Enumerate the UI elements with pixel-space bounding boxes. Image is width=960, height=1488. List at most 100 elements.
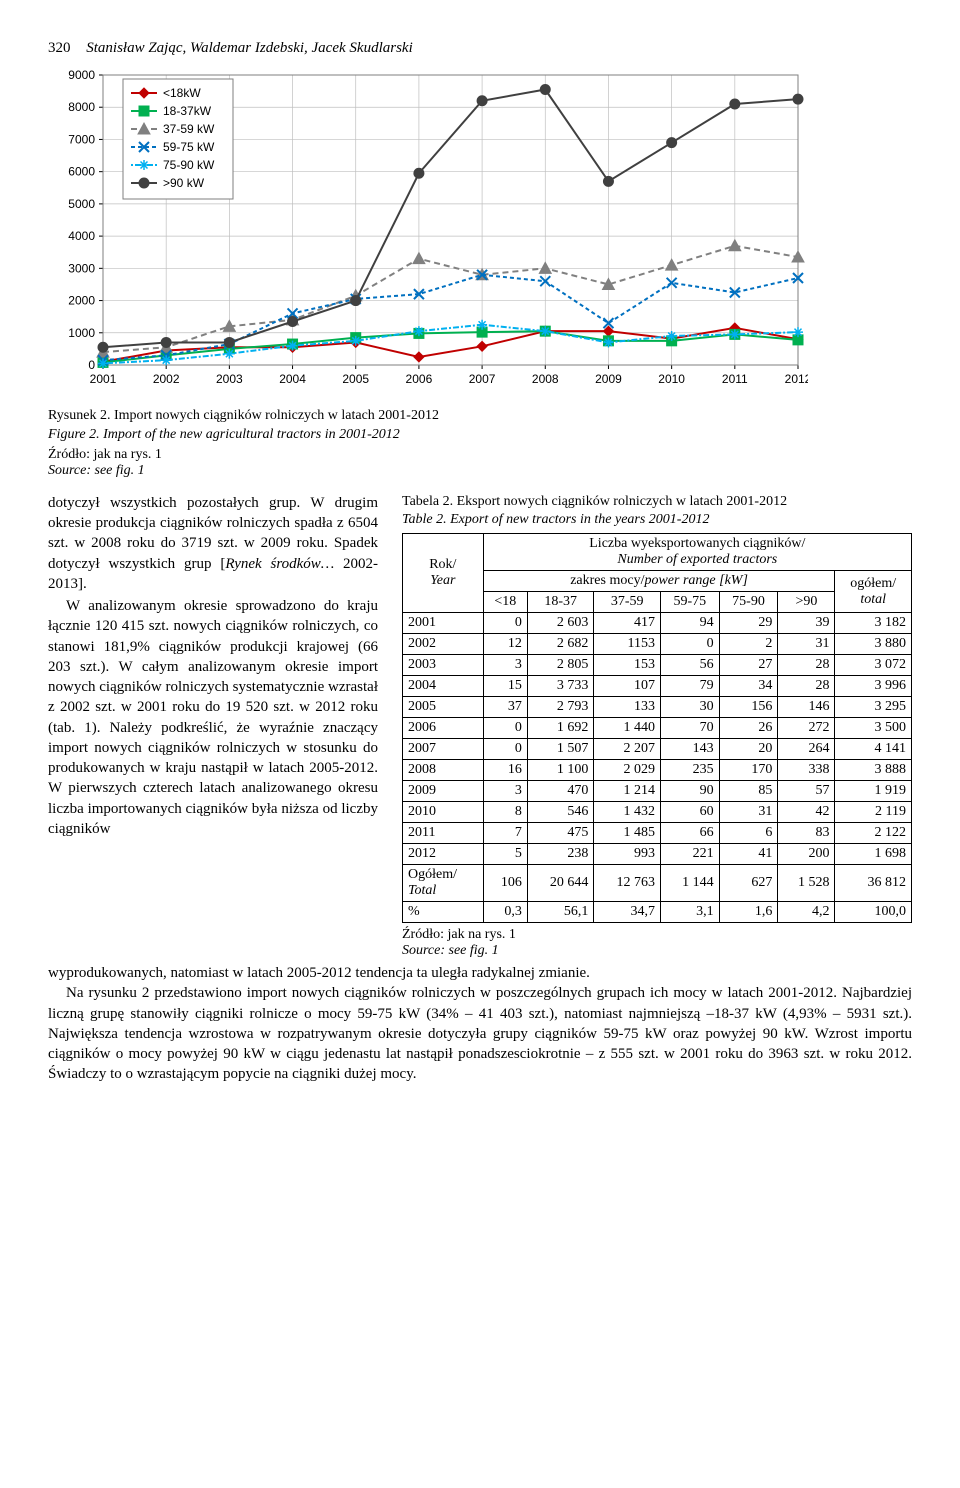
page-number: 320 [48,40,71,56]
table-cell: 221 [660,844,719,865]
table-cell: 8 [483,802,527,823]
col-5: >90 [778,592,835,613]
table-cell: 3 500 [835,718,912,739]
table-cell: 264 [778,739,835,760]
row-year: 2011 [403,823,484,844]
left-para2: W analizowanym okresie sprowadzono do kr… [48,596,378,839]
table-cell: 15 [483,676,527,697]
table-cell: 1 528 [778,865,835,902]
table-cell: 3 [483,781,527,802]
table-source: Źródło: jak na rys. 1 Source: see fig. 1 [402,927,912,959]
row-year: 2005 [403,697,484,718]
figure-source: Źródło: jak na rys. 1 Source: see fig. 1 [48,447,912,479]
table-cell: 107 [594,676,661,697]
row-year: 2006 [403,718,484,739]
table-cell: 0 [483,739,527,760]
bottom-para1: wyprodukowanych, natomiast w latach 2005… [48,963,912,983]
table-cell: 26 [719,718,778,739]
table-cell: 66 [660,823,719,844]
page-header: 320 Stanisław Zając, Waldemar Izdebski, … [48,40,912,57]
table-cell: 4 141 [835,739,912,760]
svg-text:6000: 6000 [68,165,95,179]
table-cell: 56 [660,655,719,676]
figure-caption: Rysunek 2. Import nowych ciągników rolni… [48,407,912,445]
table-cell: 2 119 [835,802,912,823]
table-source-pl: Źródło: jak na rys. 1 [402,927,912,943]
table-cell: 36 812 [835,865,912,902]
table-cell: 1153 [594,634,661,655]
table-cell: 4,2 [778,902,835,923]
table-cell: 1 432 [594,802,661,823]
table-cell: 3 888 [835,760,912,781]
table-cell: 57 [778,781,835,802]
line-chart-svg: 0100020003000400050006000700080009000200… [48,65,808,395]
table-cell: 12 763 [594,865,661,902]
table-cell: 3,1 [660,902,719,923]
table-cell: 90 [660,781,719,802]
table-cell: 1 507 [527,739,594,760]
row-year: 2002 [403,634,484,655]
col-1: 18-37 [527,592,594,613]
table-cell: 1 698 [835,844,912,865]
svg-text:2001: 2001 [90,372,117,386]
table-cell: 0 [483,718,527,739]
table-cell: 42 [778,802,835,823]
table-cell: 1,6 [719,902,778,923]
table-cell: 338 [778,760,835,781]
col-0: <18 [483,592,527,613]
row-year: 2001 [403,613,484,634]
table-cell: 60 [660,802,719,823]
table-cell: 156 [719,697,778,718]
table-cell: 143 [660,739,719,760]
svg-text:2008: 2008 [532,372,559,386]
svg-text:2007: 2007 [469,372,496,386]
table-cell: 85 [719,781,778,802]
table-cell: 37 [483,697,527,718]
table-source-en: Source: see fig. 1 [402,943,912,959]
table-cell: 27 [719,655,778,676]
table-cell: 200 [778,844,835,865]
col-2: 37-59 [594,592,661,613]
bottom-para2: Na rysunku 2 przedstawiono import nowych… [48,983,912,1084]
svg-text:2002: 2002 [153,372,180,386]
table-cell: 79 [660,676,719,697]
table-cell: 146 [778,697,835,718]
table-cell: 3 072 [835,655,912,676]
row-year: 2012 [403,844,484,865]
svg-text:2003: 2003 [216,372,243,386]
table-cell: 28 [778,676,835,697]
left-para1b: Rynek środków… [225,556,334,572]
table-cell: 0 [483,613,527,634]
table-cell: 28 [778,655,835,676]
table-cell: 2 122 [835,823,912,844]
table-cell: 133 [594,697,661,718]
caption-en: Figure 2. Import of the new agricultural… [48,426,912,445]
table-cell: 5 [483,844,527,865]
svg-text:75-90 kW: 75-90 kW [163,158,215,172]
table-cell: 1 919 [835,781,912,802]
svg-text:59-75 kW: 59-75 kW [163,140,215,154]
table-cell: 993 [594,844,661,865]
table-cell: 1 144 [660,865,719,902]
table-cell: 1 485 [594,823,661,844]
bottom-text: wyprodukowanych, natomiast w latach 2005… [48,963,912,1085]
svg-text:37-59 kW: 37-59 kW [163,122,215,136]
table-cell: 2 [719,634,778,655]
svg-text:2009: 2009 [595,372,622,386]
svg-text:5000: 5000 [68,197,95,211]
table-cell: 3 182 [835,613,912,634]
row-year: 2010 [403,802,484,823]
table-cell: 1 214 [594,781,661,802]
table-cell: 29 [719,613,778,634]
table-cell: 106 [483,865,527,902]
table-title-en: Table 2. Export of new tractors in the y… [402,511,912,529]
svg-text:<18kW: <18kW [163,86,201,100]
svg-text:2004: 2004 [279,372,306,386]
table-cell: 2 805 [527,655,594,676]
svg-text:2000: 2000 [68,294,95,308]
table-cell: 1 100 [527,760,594,781]
table-cell: 2 603 [527,613,594,634]
table-cell: 3 [483,655,527,676]
svg-text:0: 0 [88,358,95,372]
figure-chart: 0100020003000400050006000700080009000200… [48,65,912,395]
